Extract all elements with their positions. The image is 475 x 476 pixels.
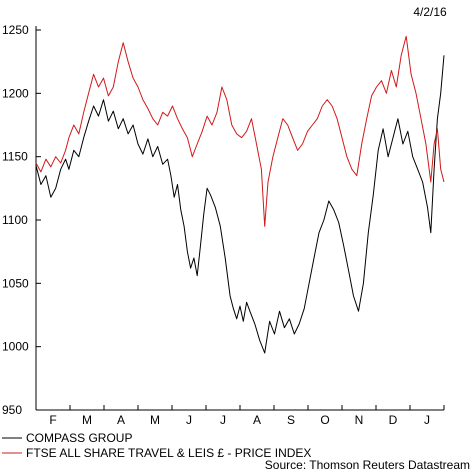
x-tick-label: M [150,413,160,427]
y-tick-label: 1050 [2,276,29,290]
y-tick-label: 1000 [2,340,29,354]
x-tick-label: F [49,413,56,427]
y-tick-label: 1250 [2,23,29,37]
series-line [35,55,445,354]
y-tick-label: 1200 [2,86,29,100]
series-line [35,35,445,227]
x-tick-label: M [82,413,92,427]
series-lines [35,35,445,354]
x-tick-label: D [389,413,398,427]
x-tick-label: J [220,413,226,427]
x-tick-label: J [186,413,192,427]
x-tick-label: N [355,413,364,427]
chart-date: 4/2/16 [413,5,447,19]
x-tick-label: A [253,413,261,427]
y-tick-label: 950 [2,403,22,417]
x-tick-label: J [424,413,430,427]
chart-axes: 950 1000 1050 1100 1150 1200 1250 F M A M J J A S O N D J [2,23,445,427]
y-tick-label: 1100 [2,213,28,227]
x-tick-label: S [287,413,295,427]
legend-label: COMPASS GROUP [26,431,132,445]
x-tick-label: A [117,413,125,427]
source-note: Source: Thomson Reuters Datastream [265,458,470,472]
y-tick-label: 1150 [2,150,28,164]
x-tick-label: O [320,413,329,427]
legend-label: FTSE ALL SHARE TRAVEL & LEIS £ - PRICE I… [26,446,311,460]
